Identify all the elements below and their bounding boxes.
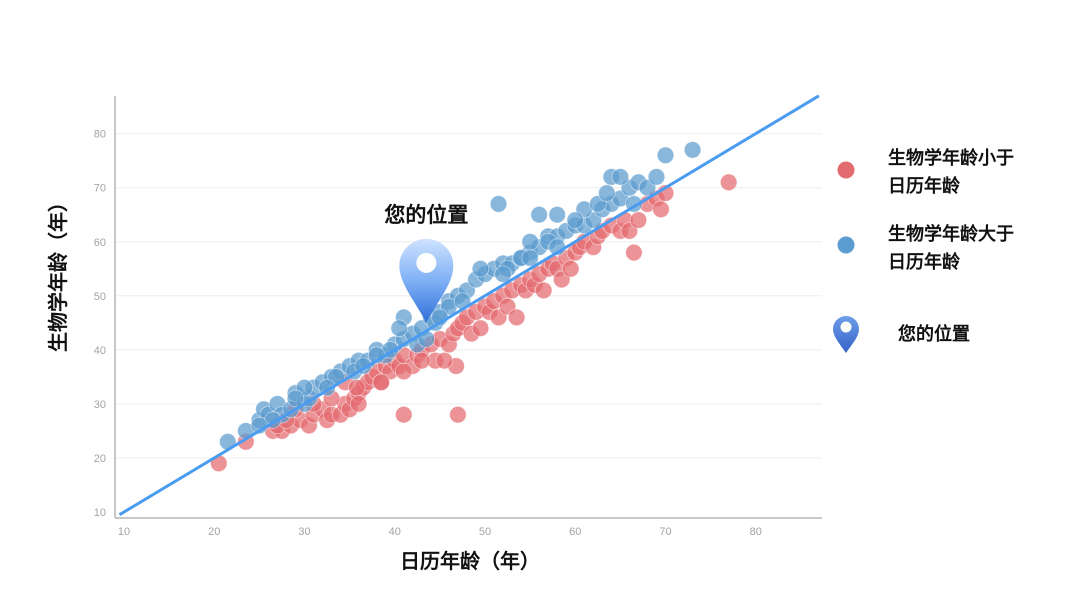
point-lower — [348, 378, 366, 397]
legend-label-higher-line2: 日历年龄 — [888, 251, 961, 273]
your-position-label: 您的位置 — [384, 203, 468, 227]
x-tick-label: 20 — [208, 526, 220, 538]
legend-pin-icon — [833, 316, 859, 353]
point-higher — [530, 206, 548, 224]
point-lower — [534, 281, 553, 300]
x-tick-label: 40 — [389, 526, 401, 538]
legend-swatch-red — [837, 161, 855, 179]
point-lower — [395, 362, 413, 381]
point-lower — [413, 351, 431, 370]
legend-item-position: 您的位置 — [833, 316, 970, 353]
legend-item-higher: 生物学年龄大于 日历年龄 — [837, 223, 1014, 273]
point-lower — [629, 211, 648, 229]
point-higher — [286, 389, 305, 408]
point-higher — [598, 184, 616, 202]
y-tick-label: 50 — [94, 291, 106, 303]
y-tick-label: 60 — [94, 237, 106, 249]
point-lower — [719, 173, 738, 191]
point-lower — [349, 395, 368, 413]
y-tick-label: 40 — [94, 345, 106, 357]
point-higher — [494, 265, 512, 283]
axes — [114, 96, 822, 519]
x-tick-label: 60 — [569, 526, 581, 538]
legend: 生物学年龄小于 日历年龄 生物学年龄大于 日历年龄 您的位置 — [833, 147, 1014, 353]
reference-line — [118, 94, 820, 516]
legend-label-lower-line2: 日历年龄 — [888, 175, 961, 197]
point-lower — [625, 243, 643, 262]
point-lower — [449, 406, 467, 424]
x-axis-title: 日历年龄（年） — [400, 549, 540, 573]
point-higher — [521, 249, 539, 267]
gridlines — [115, 133, 822, 459]
legend-label-lower-line1: 生物学年龄小于 — [888, 147, 1014, 169]
legend-pin-hole — [840, 321, 852, 333]
location-pin-icon — [399, 238, 454, 323]
point-higher — [566, 211, 584, 229]
location-pin-hole — [416, 252, 437, 273]
point-higher — [489, 195, 508, 213]
point-higher — [683, 141, 702, 159]
y-axis-title: 生物学年龄（年） — [46, 192, 70, 352]
x-tick-label: 70 — [659, 526, 671, 538]
point-lower — [652, 200, 670, 219]
point-higher — [656, 146, 675, 164]
y-tick-label: 70 — [94, 183, 106, 195]
y-tick-labels: 10 20 30 40 50 60 70 80 — [94, 129, 106, 519]
point-lower — [507, 308, 526, 327]
point-lower — [471, 319, 490, 337]
point-higher — [390, 319, 408, 337]
your-position-marker: 您的位置 — [384, 203, 468, 323]
legend-label-higher-line1: 生物学年龄大于 — [888, 223, 1014, 245]
point-lower — [395, 406, 413, 424]
x-tick-label: 50 — [479, 526, 491, 538]
x-tick-label: 80 — [750, 526, 762, 538]
y-tick-label: 20 — [94, 453, 106, 465]
x-tick-label: 10 — [118, 526, 130, 538]
point-higher — [548, 206, 566, 224]
point-lower — [562, 260, 580, 278]
point-higher — [521, 233, 539, 251]
point-higher — [611, 168, 630, 186]
y-tick-label: 30 — [94, 399, 106, 411]
y-tick-label: 80 — [94, 129, 106, 141]
point-lower — [372, 373, 390, 391]
x-tick-labels: 10 20 30 40 50 60 70 80 — [118, 526, 762, 538]
x-tick-label: 30 — [298, 526, 310, 538]
point-higher — [647, 168, 666, 186]
legend-item-lower: 生物学年龄小于 日历年龄 — [837, 147, 1014, 197]
point-lower — [435, 351, 454, 370]
point-higher — [471, 260, 490, 278]
legend-swatch-blue — [837, 236, 855, 254]
y-tick-label: 10 — [94, 507, 106, 519]
legend-label-position: 您的位置 — [898, 323, 970, 345]
